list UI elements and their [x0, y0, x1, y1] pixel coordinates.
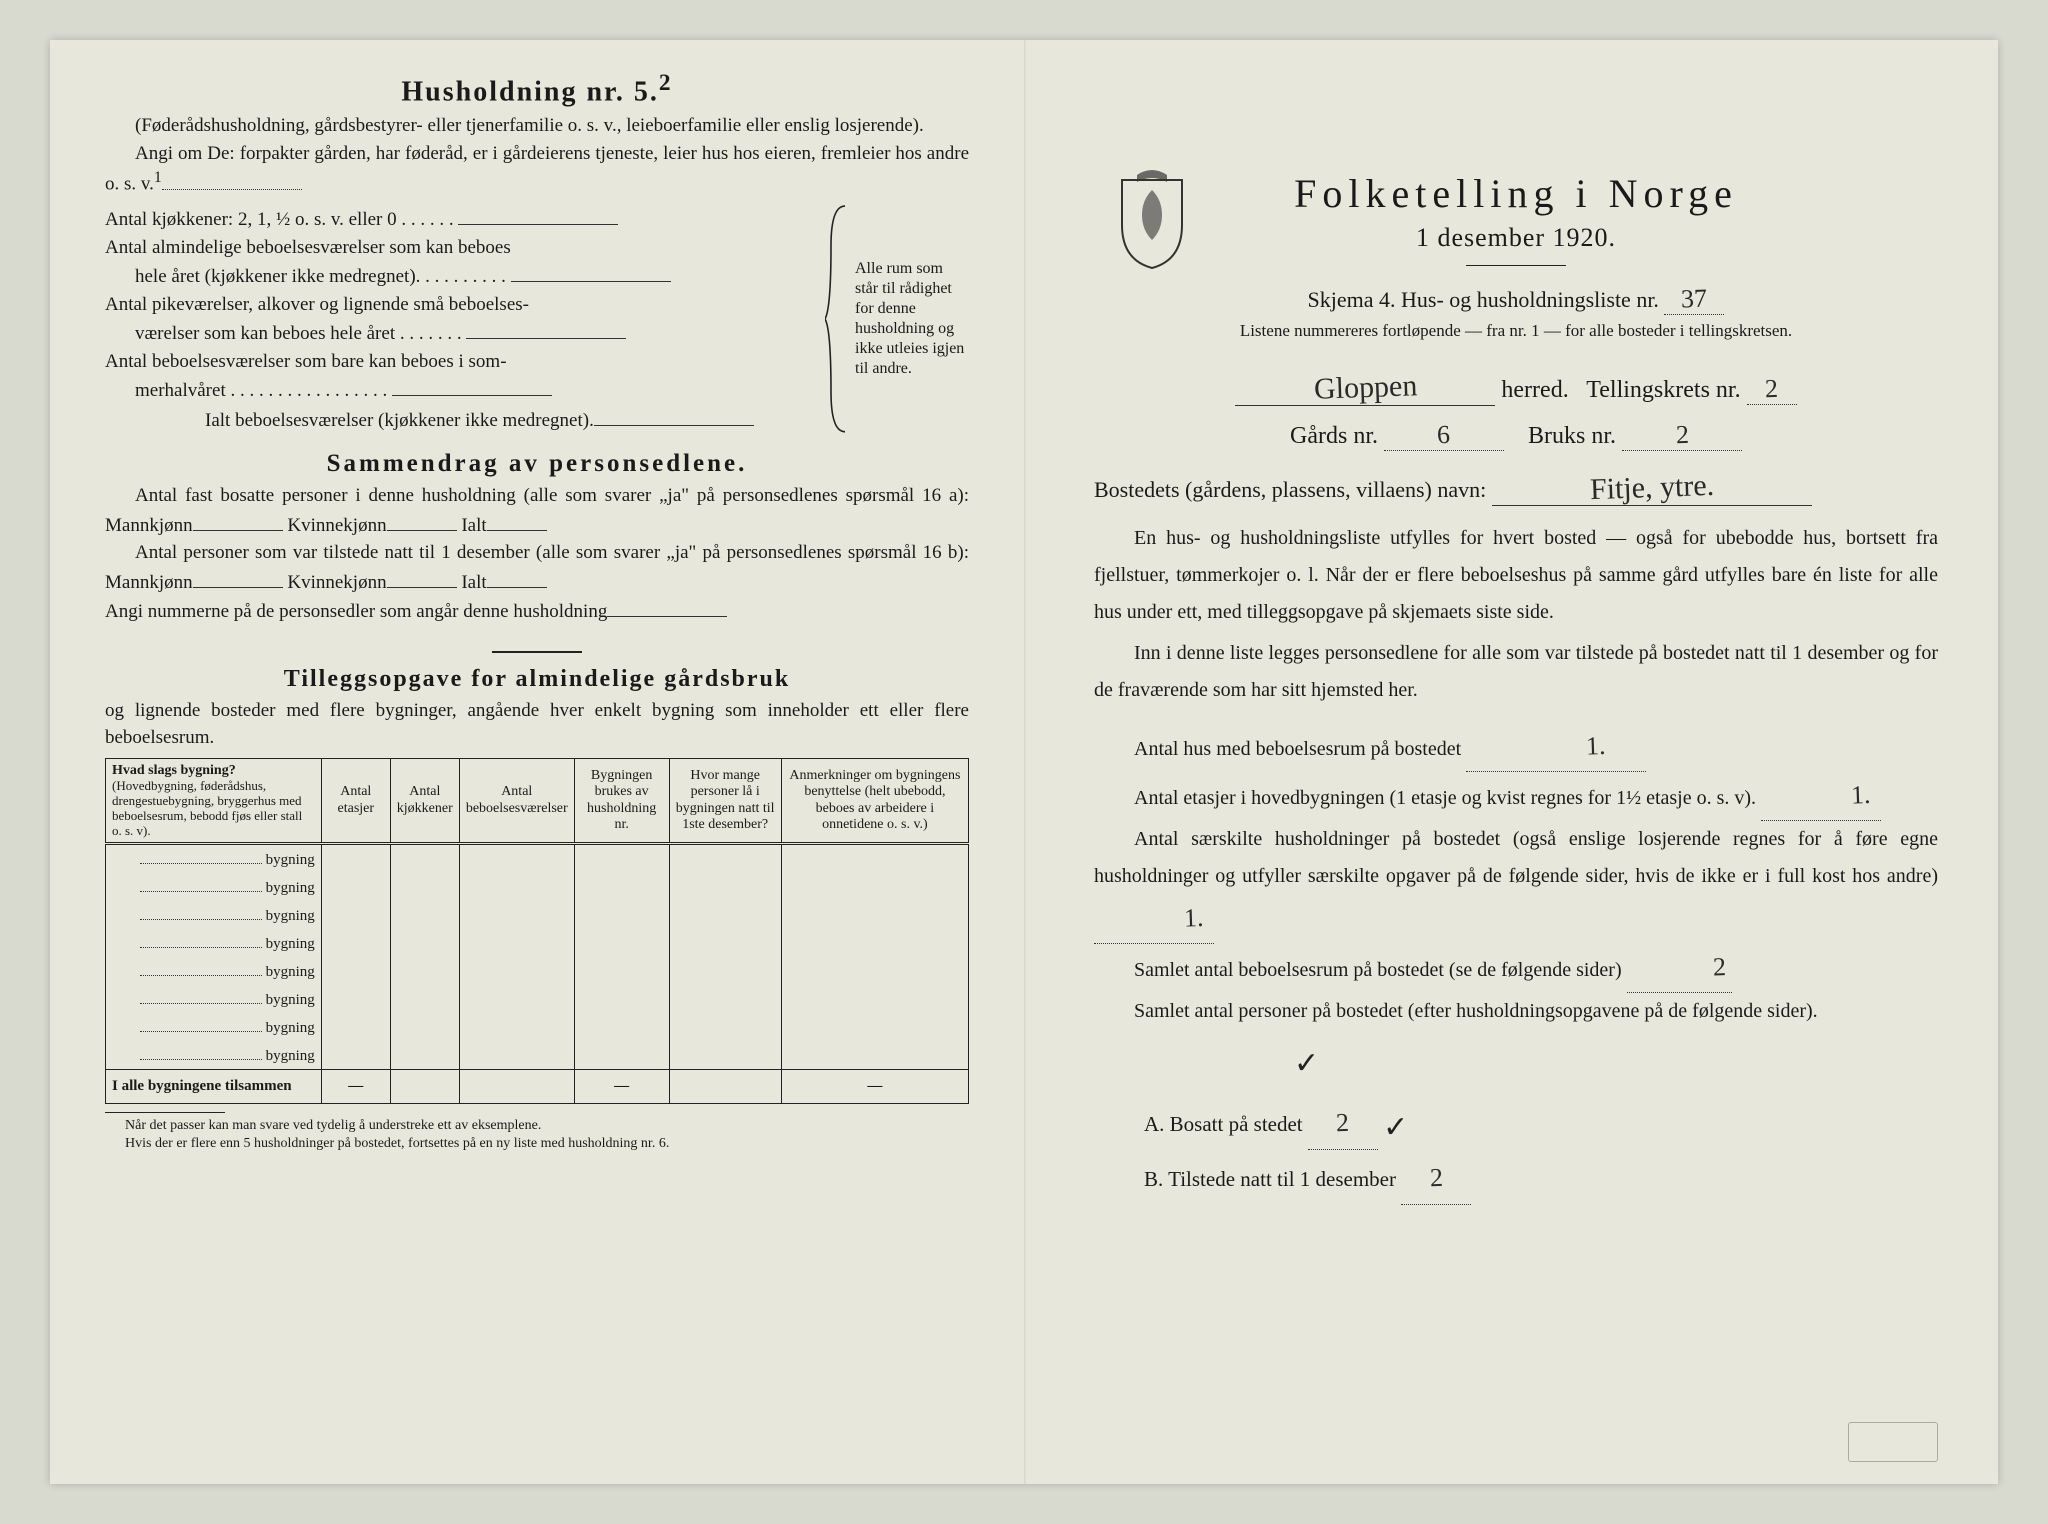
angi-blank	[162, 169, 302, 190]
angi-num-line: Angi nummerne på de personsedler som ang…	[105, 596, 969, 625]
line-etasjer: Antal etasjer i hovedbygningen (1 etasje…	[1094, 772, 1938, 821]
table-row: bygning	[106, 901, 969, 929]
ab-b: B. Tilstede natt til 1 desember 2	[1144, 1152, 1938, 1205]
main-title: Folketelling i Norge	[1094, 170, 1938, 217]
val-etasjer: 1.	[1810, 771, 1871, 821]
total-c2	[390, 1070, 459, 1104]
th-brukes: Bygningen brukes av husholdning nr.	[574, 758, 669, 844]
bruks-nr: 2	[1675, 420, 1689, 450]
table-row: bygning	[106, 957, 969, 985]
alm-line: Antal almindelige beboelsesværelser som …	[105, 234, 825, 291]
tillegg-sub: og lignende bosteder med flere bygninger…	[105, 697, 969, 752]
val-hus: 1.	[1546, 722, 1607, 772]
section-sep	[105, 640, 969, 658]
line-samlet-rum: Samlet antal beboelsesrum på bostedet (s…	[1094, 944, 1938, 993]
para-1: En hus- og husholdningsliste utfylles fo…	[1094, 520, 1938, 631]
th-etasjer: Antal etasjer	[321, 758, 390, 844]
angi-sup: 1	[154, 169, 162, 186]
th-beboel: Antal beboelsesværelser	[459, 758, 574, 844]
th-type: Hvad slags bygning? (Hovedbygning, føder…	[106, 758, 322, 844]
val-saer: 1.	[1143, 894, 1204, 944]
pike-line: Antal pikeværelser, alkover og lignende …	[105, 291, 825, 348]
right-page: Folketelling i Norge 1 desember 1920. Sk…	[1024, 40, 1998, 1484]
husholdning-title: Husholdning nr. 5.2	[105, 70, 969, 108]
table-row: bygning	[106, 1041, 969, 1070]
table-total-row: I alle bygningene tilsammen — — —	[106, 1070, 969, 1104]
bygning-table: Hvad slags bygning? (Hovedbygning, føder…	[105, 758, 969, 1105]
tillegg-title: Tilleggsopgave for almindelige gårdsbruk	[105, 666, 969, 693]
ab-a: A. Bosatt på stedet 2 ✓	[1144, 1092, 1938, 1152]
sammen-p2: Antal personer som var tilstede natt til…	[105, 539, 969, 596]
tellings-nr: 2	[1765, 374, 1779, 404]
total-c1: —	[321, 1070, 390, 1104]
table-row: bygning	[106, 844, 969, 874]
footnote-2: Hvis der er flere enn 5 husholdninger på…	[105, 1135, 969, 1153]
table-row: bygning	[106, 929, 969, 957]
sammendrag-title: Sammendrag av personsedlene.	[105, 450, 969, 478]
total-c5	[669, 1070, 781, 1104]
footnote-1: Når det passer kan man svare ved tydelig…	[105, 1117, 969, 1135]
total-c6: —	[781, 1070, 968, 1104]
listnote: Listene nummereres fortløpende — fra nr.…	[1094, 321, 1938, 341]
val-a: 2	[1335, 1097, 1350, 1149]
th-anm: Anmerkninger om bygningens benyttelse (h…	[781, 758, 968, 844]
skjema-line: Skjema 4. Hus- og husholdningsliste nr. …	[1094, 284, 1938, 315]
angi-line: Angi om De: forpakter gården, har føderå…	[105, 140, 969, 198]
herred-hand: Gloppen	[1313, 369, 1417, 407]
gard-line: Gårds nr. 6 Bruks nr. 2	[1094, 420, 1938, 451]
curly-brace-icon	[825, 204, 849, 434]
coat-of-arms-icon	[1112, 170, 1192, 270]
title-rule	[1466, 265, 1566, 266]
th-personer: Hvor mange personer lå i bygningen natt …	[669, 758, 781, 844]
total-c4: —	[574, 1070, 669, 1104]
herred-line: Gloppen herred. Tellingskrets nr. 2	[1094, 371, 1938, 406]
th-kjokk: Antal kjøkkener	[390, 758, 459, 844]
line-samlet-pers: Samlet antal personer på bostedet (efter…	[1094, 993, 1938, 1086]
table-row: bygning	[106, 873, 969, 901]
kjokk-line: Antal kjøkkener: 2, 1, ½ o. s. v. eller …	[105, 204, 825, 233]
line-saer: Antal særskilte husholdninger på bostede…	[1094, 821, 1938, 944]
total-label: I alle bygningene tilsammen	[106, 1070, 322, 1104]
left-page: Husholdning nr. 5.2 (Føderådshusholdning…	[50, 40, 1024, 1484]
para-2: Inn i denne liste legges personsedlene f…	[1094, 635, 1938, 709]
ab-list: A. Bosatt på stedet 2 ✓ B. Tilstede natt…	[1144, 1092, 1938, 1205]
gard-nr: 6	[1437, 420, 1451, 450]
val-b: 2	[1429, 1152, 1444, 1204]
sammen-p1: Antal fast bosatte personer i denne hush…	[105, 482, 969, 539]
checkmark-a-icon: ✓	[1383, 1111, 1408, 1144]
ialt-line: Ialt beboelsesværelser (kjøkkener ikke m…	[105, 405, 825, 434]
som-line: Antal beboelsesværelser som bare kan beb…	[105, 348, 825, 405]
footnotes: Når det passer kan man svare ved tydelig…	[105, 1112, 969, 1152]
title-sup: 2	[659, 70, 673, 96]
checkmark-icon: ✓	[1294, 1047, 1319, 1080]
paren-note: (Føderådshusholdning, gårdsbestyrer- ell…	[105, 112, 969, 140]
brace-right-text: Alle rum som står til rådighet for denne…	[849, 204, 969, 434]
skjema-nr-field: 37	[1664, 284, 1724, 315]
brace-left-lines: Antal kjøkkener: 2, 1, ½ o. s. v. eller …	[105, 204, 825, 434]
total-c3	[459, 1070, 574, 1104]
bosted-hand: Fitje, ytre.	[1589, 469, 1714, 507]
bosted-line: Bostedets (gårdens, plassens, villaens) …	[1094, 471, 1938, 506]
brace-block: Antal kjøkkener: 2, 1, ½ o. s. v. eller …	[105, 204, 969, 434]
table-row: bygning	[106, 985, 969, 1013]
table-row: bygning	[106, 1013, 969, 1041]
table-header-row: Hvad slags bygning? (Hovedbygning, føder…	[106, 758, 969, 844]
sub-title: 1 desember 1920.	[1094, 223, 1938, 253]
stamp-icon	[1848, 1422, 1938, 1462]
line-hus: Antal hus med beboelsesrum på bostedet 1…	[1094, 723, 1938, 772]
val-samlet-rum: 2	[1672, 943, 1727, 993]
title-text: Husholdning nr. 5.	[401, 76, 659, 107]
